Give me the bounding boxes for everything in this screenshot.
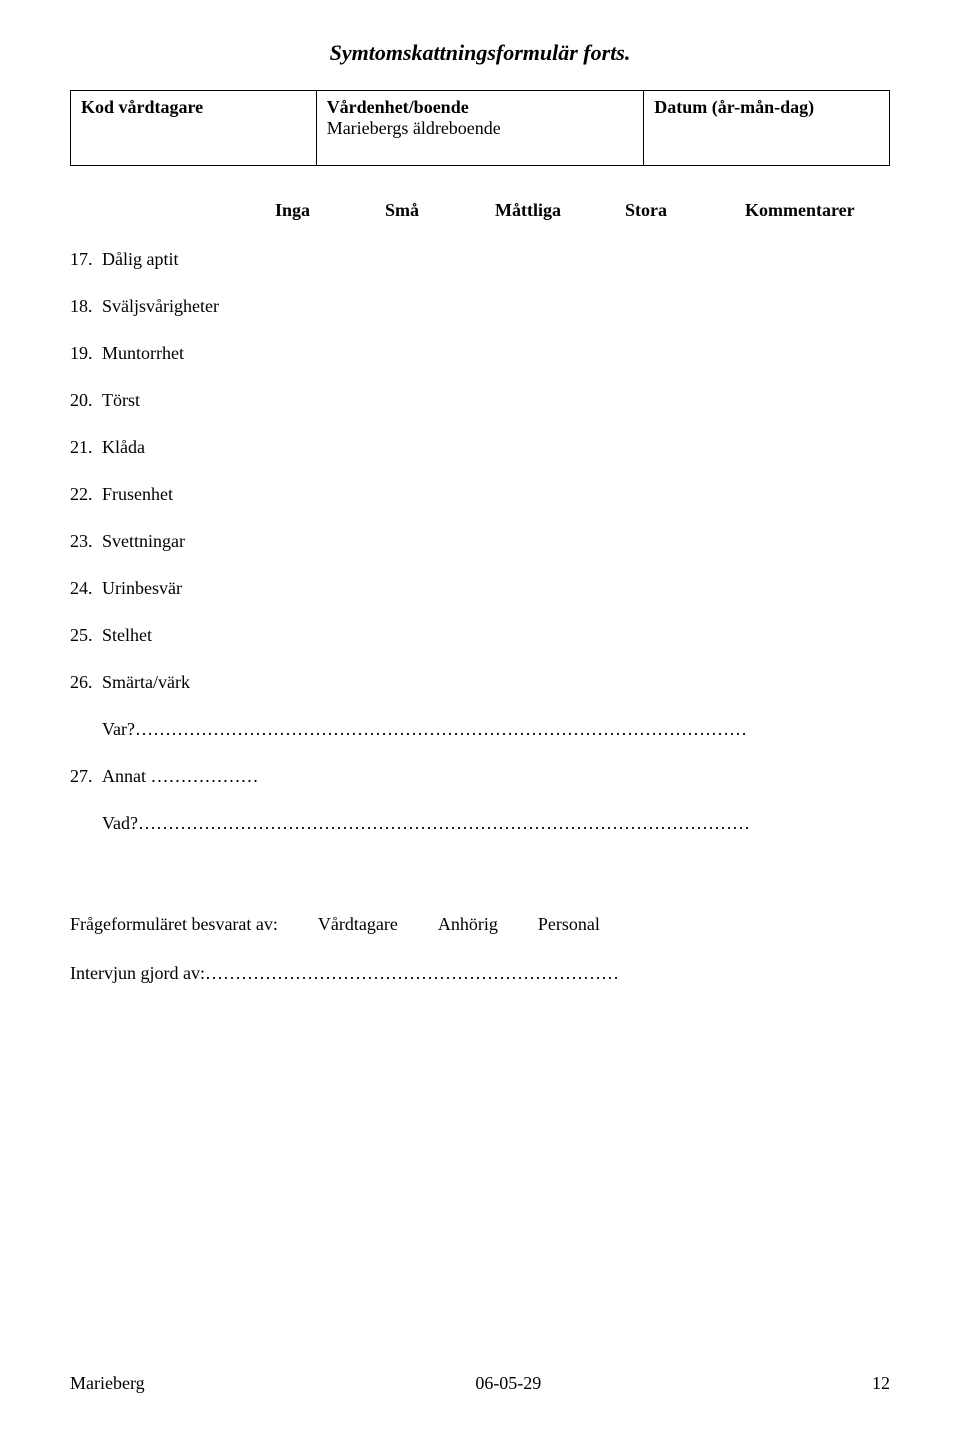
- symptom-row-25: 25.Stelhet: [70, 625, 890, 646]
- row-num: 23.: [70, 531, 102, 552]
- row-label: Klåda: [102, 437, 145, 458]
- respondent-opt-vardtagare[interactable]: Vårdtagare: [318, 914, 398, 935]
- info-cell-date[interactable]: Datum (år-mån-dag): [644, 91, 890, 166]
- row-label: Frusenhet: [102, 484, 173, 505]
- info-cell-unit: Vårdenhet/boende Mariebergs äldreboende: [316, 91, 644, 166]
- symptom-row-19: 19.Muntorrhet: [70, 343, 890, 364]
- row-label: Smärta/värk: [102, 672, 190, 693]
- symptom-row-22: 22.Frusenhet: [70, 484, 890, 505]
- row-num: 25.: [70, 625, 102, 646]
- row-label: Törst: [102, 390, 140, 411]
- interview-line[interactable]: Intervjun gjord av:…………………………………………………………: [70, 963, 890, 984]
- symptom-row-26: 26.Smärta/värk: [70, 672, 890, 693]
- row-label: Sväljsvårigheter: [102, 296, 219, 317]
- respondent-block: Frågeformuläret besvarat av: Vårdtagare …: [70, 914, 890, 984]
- var-line[interactable]: Var?…………………………………………………………………………………………: [102, 719, 890, 740]
- col-header-sma: Små: [385, 200, 495, 221]
- info-cell-code[interactable]: Kod vårdtagare: [71, 91, 317, 166]
- symptom-row-23: 23.Svettningar: [70, 531, 890, 552]
- row-num: 26.: [70, 672, 102, 693]
- symptom-row-27: 27.Annat ………………: [70, 766, 890, 787]
- info-unit-sub: Mariebergs äldreboende: [327, 118, 501, 138]
- page-footer: Marieberg 06-05-29 12: [70, 1373, 890, 1394]
- info-code-header: Kod vårdtagare: [81, 97, 203, 117]
- col-header-kommentarer: Kommentarer: [745, 200, 890, 221]
- footer-left: Marieberg: [70, 1373, 145, 1394]
- info-date-header: Datum (år-mån-dag): [654, 97, 814, 117]
- row-num: 20.: [70, 390, 102, 411]
- symptom-grid: Inga Små Måttliga Stora Kommentarer 17.D…: [70, 200, 890, 834]
- row-num: 19.: [70, 343, 102, 364]
- page-title: Symtomskattningsformulär forts.: [70, 40, 890, 66]
- row-num: 27.: [70, 766, 102, 787]
- row-label: Dålig aptit: [102, 249, 178, 270]
- col-header-mattliga: Måttliga: [495, 200, 625, 221]
- row-label: Annat ………………: [102, 766, 259, 787]
- respondent-opt-personal[interactable]: Personal: [538, 914, 600, 935]
- symptom-row-24: 24.Urinbesvär: [70, 578, 890, 599]
- row-label: Stelhet: [102, 625, 152, 646]
- respondent-row: Frågeformuläret besvarat av: Vårdtagare …: [70, 914, 890, 935]
- symptom-row-21: 21.Klåda: [70, 437, 890, 458]
- row-label: Svettningar: [102, 531, 185, 552]
- row-num: 24.: [70, 578, 102, 599]
- row-num: 21.: [70, 437, 102, 458]
- col-header-stora: Stora: [625, 200, 745, 221]
- row-num: 22.: [70, 484, 102, 505]
- row-num: 17.: [70, 249, 102, 270]
- row-label: Muntorrhet: [102, 343, 184, 364]
- footer-right: 12: [872, 1373, 890, 1394]
- symptom-row-17: 17.Dålig aptit: [70, 249, 890, 270]
- column-headers: Inga Små Måttliga Stora Kommentarer: [70, 200, 890, 221]
- footer-center: 06-05-29: [475, 1373, 541, 1394]
- info-unit-header: Vårdenhet/boende: [327, 97, 469, 117]
- vad-line[interactable]: Vad?…………………………………………………………………………………………: [102, 813, 890, 834]
- row-label: Urinbesvär: [102, 578, 182, 599]
- symptom-row-20: 20.Törst: [70, 390, 890, 411]
- info-table: Kod vårdtagare Vårdenhet/boende Marieber…: [70, 90, 890, 166]
- col-header-inga: Inga: [275, 200, 385, 221]
- symptom-row-18: 18.Sväljsvårigheter: [70, 296, 890, 317]
- respondent-lead: Frågeformuläret besvarat av:: [70, 914, 278, 935]
- respondent-opt-anhorig[interactable]: Anhörig: [438, 914, 498, 935]
- row-num: 18.: [70, 296, 102, 317]
